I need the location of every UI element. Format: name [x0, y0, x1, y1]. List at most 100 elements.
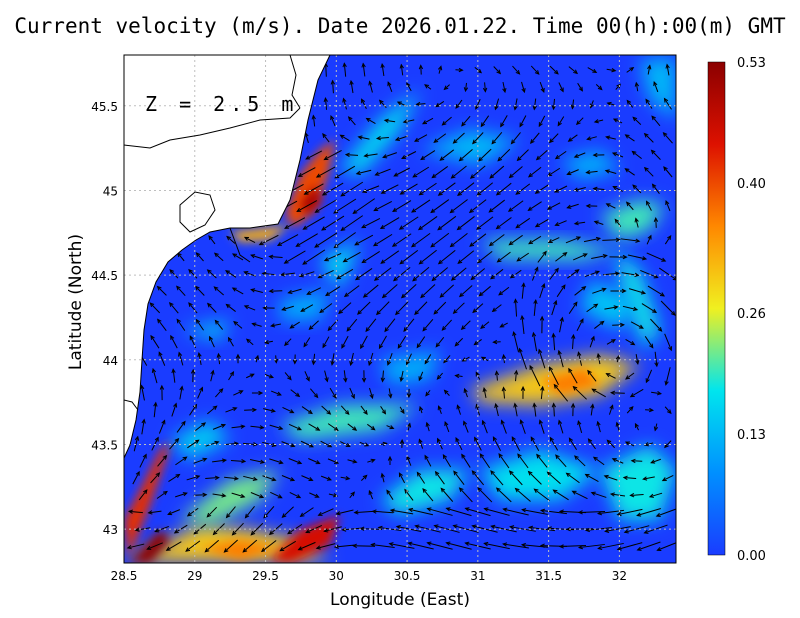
velocity-arrow: [589, 100, 594, 109]
velocity-arrows: [126, 62, 676, 553]
velocity-arrow: [281, 475, 296, 482]
velocity-arrow: [330, 115, 336, 127]
velocity-arrow: [340, 215, 363, 232]
velocity-arrow: [537, 250, 547, 263]
velocity-arrow: [577, 543, 605, 550]
velocity-arrow: [549, 65, 559, 75]
coastline-main: [124, 55, 676, 459]
velocity-arrow: [302, 216, 325, 230]
velocity-arrow: [380, 370, 385, 383]
velocity-arrow: [634, 81, 640, 92]
velocity-arrow: [604, 526, 631, 533]
velocity-arrow: [407, 507, 434, 516]
velocity-arrow: [371, 509, 394, 514]
velocity-arrow: [342, 251, 361, 263]
velocity-arrow: [612, 322, 625, 328]
velocity-arrow: [303, 183, 324, 195]
velocity-arrow: [440, 487, 454, 502]
velocity-arrow: [646, 234, 652, 245]
velocity-arrow: [323, 526, 342, 533]
velocity-arrow: [282, 406, 295, 414]
velocity-arrow: [373, 267, 392, 281]
y-tick-label: 44.5: [91, 269, 118, 283]
velocity-arrow: [283, 250, 306, 264]
velocity-arrow: [538, 348, 546, 369]
velocity-arrow: [457, 250, 475, 264]
velocity-arrow: [557, 419, 564, 434]
velocity-arrow: [368, 80, 373, 93]
velocity-arrow: [311, 114, 316, 127]
velocity-arrow: [508, 234, 523, 246]
velocity-arrow: [243, 236, 256, 244]
velocity-arrow: [179, 385, 184, 400]
velocity-arrow: [244, 407, 258, 413]
velocity-arrow: [664, 367, 671, 386]
velocity-arrow: [349, 387, 355, 400]
velocity-arrow: [553, 383, 569, 402]
velocity-arrow: [610, 390, 625, 396]
velocity-arrow: [412, 166, 430, 178]
velocity-arrow: [188, 268, 198, 279]
velocity-arrow: [386, 425, 395, 430]
velocity-arrow: [290, 389, 301, 398]
velocity-arrow: [502, 507, 529, 516]
velocity-arrow: [433, 524, 460, 533]
velocity-arrow: [315, 166, 336, 178]
velocity-arrow: [556, 284, 566, 298]
speed-patch: [380, 470, 470, 515]
coastline-strait: [289, 55, 301, 109]
velocity-arrow: [625, 201, 634, 211]
velocity-arrow: [214, 388, 224, 398]
speed-patch: [340, 90, 420, 175]
velocity-arrow: [570, 99, 576, 110]
velocity-arrow: [474, 436, 482, 451]
velocity-arrow: [515, 217, 531, 229]
velocity-arrow: [264, 374, 274, 379]
velocity-arrow: [368, 352, 374, 367]
velocity-arrow: [656, 541, 676, 552]
speed-patch: [170, 420, 230, 460]
velocity-arrow: [534, 218, 549, 228]
velocity-arrow: [205, 440, 220, 447]
velocity-arrow: [645, 98, 653, 109]
velocity-arrow: [527, 201, 542, 211]
velocity-arrow: [555, 454, 567, 468]
velocity-arrow: [398, 216, 419, 230]
y-tick-label: 45.5: [91, 100, 118, 114]
velocity-arrow: [292, 354, 298, 365]
velocity-arrow: [626, 99, 634, 108]
velocity-arrow: [463, 420, 469, 433]
velocity-arrow: [450, 165, 467, 179]
velocity-arrow: [321, 215, 345, 231]
velocity-arrow: [212, 493, 227, 498]
velocity-arrow: [225, 407, 238, 413]
velocity-arrow: [634, 217, 639, 228]
x-tick-label: 30.5: [394, 569, 421, 583]
velocity-arrow: [573, 152, 586, 158]
velocity-arrow: [418, 249, 437, 265]
velocity-arrow: [412, 266, 430, 282]
velocity-arrow: [303, 337, 311, 348]
velocity-arrow: [400, 284, 417, 299]
velocity-arrow: [472, 303, 484, 314]
velocity-arrow: [513, 402, 518, 417]
velocity-arrow: [197, 352, 202, 365]
velocity-arrow: [333, 232, 356, 249]
velocity-arrow: [494, 98, 500, 111]
x-tick-label: 31.5: [535, 569, 562, 583]
velocity-arrow: [209, 335, 215, 348]
velocity-arrow: [434, 470, 445, 485]
velocity-arrow: [361, 62, 366, 77]
velocity-arrow: [527, 470, 542, 485]
velocity-arrow: [127, 509, 143, 514]
velocity-arrow: [611, 458, 624, 464]
x-tick-label: 31: [470, 569, 485, 583]
velocity-arrow: [171, 368, 176, 383]
velocity-arrow: [397, 335, 407, 349]
velocity-arrow: [591, 388, 606, 398]
x-axis-label: Longitude (East): [330, 590, 470, 610]
velocity-arrow: [380, 406, 387, 415]
velocity-arrow: [195, 318, 204, 331]
x-tick-label: 29.5: [252, 569, 279, 583]
y-tick-label: 43: [103, 523, 118, 537]
